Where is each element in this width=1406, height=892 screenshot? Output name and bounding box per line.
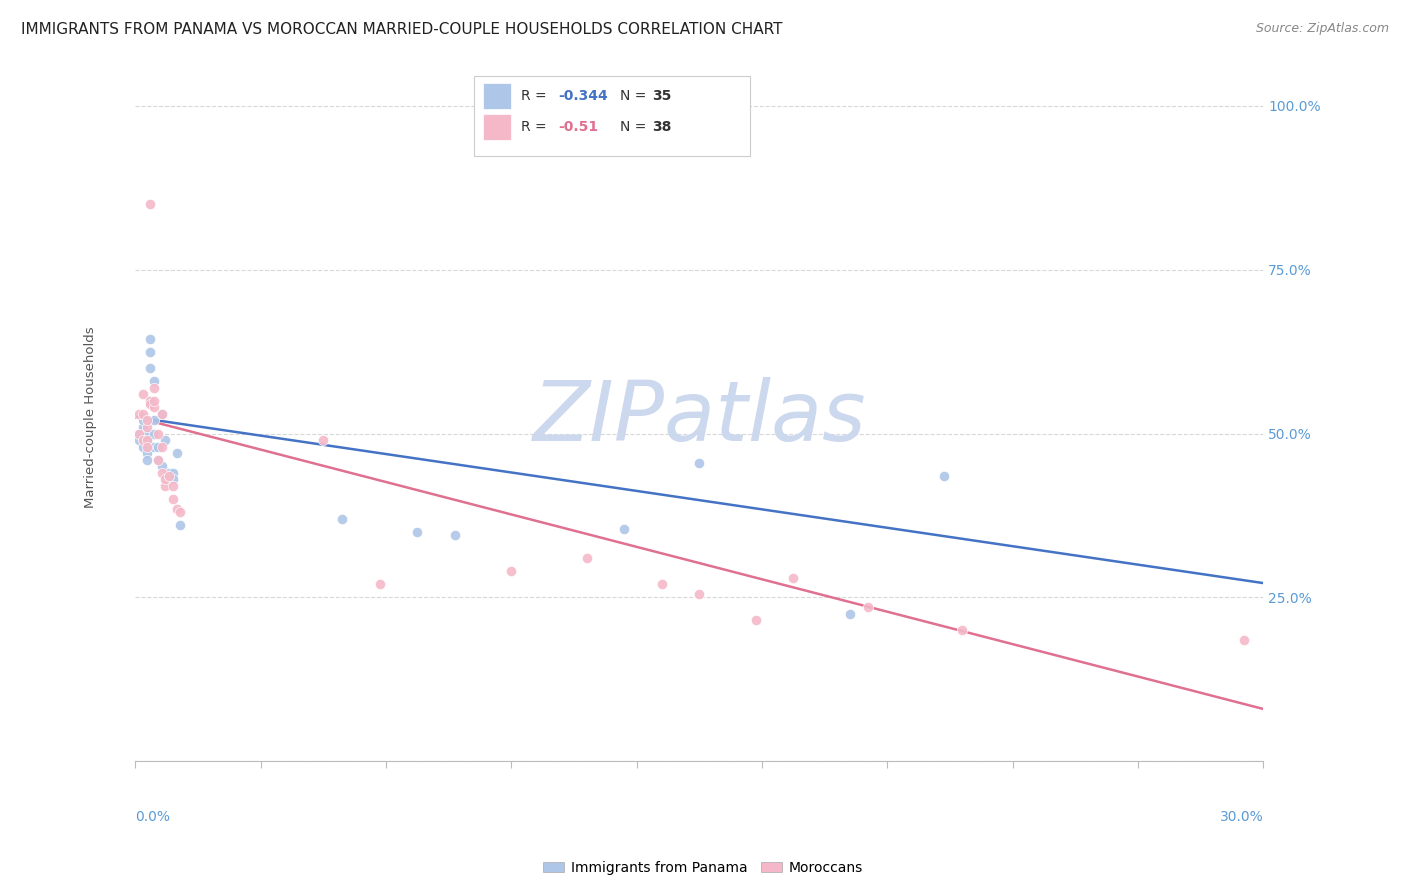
Point <box>135 426 157 441</box>
Point <box>135 420 157 434</box>
Point <box>150 440 173 454</box>
Point <box>169 518 191 533</box>
Point <box>132 413 155 427</box>
Text: Source: ZipAtlas.com: Source: ZipAtlas.com <box>1256 22 1389 36</box>
Point <box>1233 633 1256 648</box>
Point <box>157 469 180 483</box>
Point <box>128 426 150 441</box>
Text: 0.0%: 0.0% <box>135 810 170 823</box>
Text: N =: N = <box>620 120 651 134</box>
Point <box>330 512 353 526</box>
Point <box>139 393 162 408</box>
Point <box>143 401 166 415</box>
Point <box>135 440 157 454</box>
FancyBboxPatch shape <box>474 77 749 155</box>
Point <box>444 528 467 542</box>
Point <box>166 446 188 460</box>
Point <box>135 446 157 460</box>
Point <box>139 393 162 408</box>
Point <box>688 587 710 601</box>
Point <box>128 426 150 441</box>
Point <box>128 407 150 421</box>
Point <box>135 452 157 467</box>
Point <box>139 397 162 411</box>
Point <box>162 466 184 480</box>
Point <box>146 452 169 467</box>
Text: 38: 38 <box>652 120 671 134</box>
Point <box>155 479 177 493</box>
Point <box>132 387 155 401</box>
Point <box>150 407 173 421</box>
Point <box>932 469 955 483</box>
Text: IMMIGRANTS FROM PANAMA VS MOROCCAN MARRIED-COUPLE HOUSEHOLDS CORRELATION CHART: IMMIGRANTS FROM PANAMA VS MOROCCAN MARRI… <box>21 22 783 37</box>
Point <box>143 440 166 454</box>
Point <box>575 551 598 566</box>
FancyBboxPatch shape <box>482 83 510 109</box>
Point <box>139 197 162 211</box>
Text: N =: N = <box>620 88 651 103</box>
Point <box>139 331 162 345</box>
Point <box>688 456 710 470</box>
Text: 30.0%: 30.0% <box>1219 810 1263 823</box>
Point <box>155 433 177 447</box>
Point <box>368 577 391 591</box>
Text: R =: R = <box>522 88 551 103</box>
Point <box>143 426 166 441</box>
Point <box>143 413 166 427</box>
Legend: Immigrants from Panama, Moroccans: Immigrants from Panama, Moroccans <box>537 855 869 880</box>
FancyBboxPatch shape <box>482 113 510 140</box>
Point <box>139 393 162 408</box>
Text: -0.51: -0.51 <box>558 120 599 134</box>
Point <box>139 361 162 376</box>
Point <box>406 524 429 539</box>
Text: 35: 35 <box>652 88 671 103</box>
Point <box>613 522 636 536</box>
Point <box>139 344 162 359</box>
Point <box>143 374 166 388</box>
Point <box>135 433 157 447</box>
Point <box>135 413 157 427</box>
Text: Married-couple Households: Married-couple Households <box>84 326 97 508</box>
Point <box>169 505 191 519</box>
Point <box>952 624 974 638</box>
Point <box>858 600 880 615</box>
Point <box>501 564 523 578</box>
Point <box>143 393 166 408</box>
Point <box>155 473 177 487</box>
Point <box>132 420 155 434</box>
Point <box>135 433 157 447</box>
Point <box>143 381 166 395</box>
Point <box>132 433 155 447</box>
Point <box>838 607 860 621</box>
Point <box>132 440 155 454</box>
Point <box>150 466 173 480</box>
Point <box>132 407 155 421</box>
Point <box>782 571 804 585</box>
Point <box>162 492 184 507</box>
Text: ZIPatlas: ZIPatlas <box>533 376 866 458</box>
Point <box>157 466 180 480</box>
Point <box>150 459 173 474</box>
Point <box>651 577 673 591</box>
Point <box>128 433 150 447</box>
Point <box>312 433 335 447</box>
Point <box>162 473 184 487</box>
Point <box>146 452 169 467</box>
Point <box>744 614 766 628</box>
Point <box>162 479 184 493</box>
Point <box>166 502 188 516</box>
Point <box>150 407 173 421</box>
Point <box>146 440 169 454</box>
Point <box>146 426 169 441</box>
Text: -0.344: -0.344 <box>558 88 607 103</box>
Text: R =: R = <box>522 120 551 134</box>
